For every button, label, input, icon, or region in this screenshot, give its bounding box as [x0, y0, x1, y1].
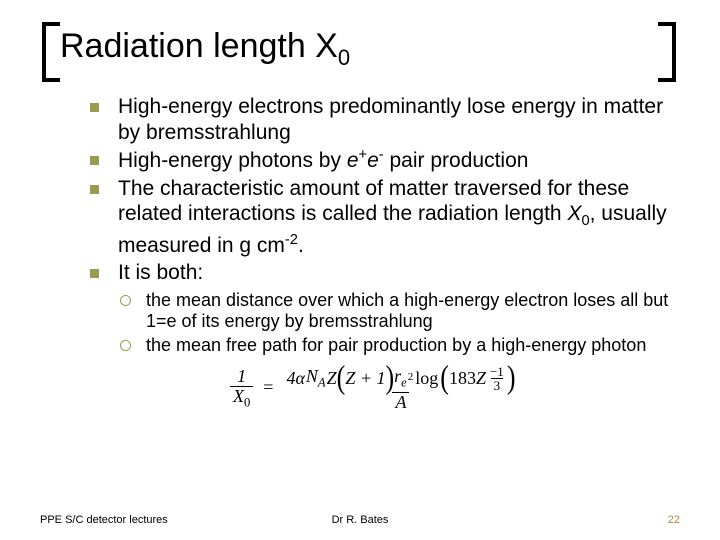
formula-lhs-den: X0	[230, 386, 253, 410]
bullet-item: The characteristic amount of matter trav…	[90, 176, 680, 258]
formula-re-exp: 2	[408, 372, 414, 384]
formula-lhs-fraction: 1 X0	[230, 367, 253, 410]
formula-lhs-num: 1	[234, 367, 249, 386]
formula-z-exp: −1 3	[487, 365, 507, 392]
paren-open-icon: (	[440, 363, 449, 392]
formula-rhs-fraction: 4α NA Z ( Z + 1 ) re 2 log ( 183 Z −1 3	[283, 365, 518, 412]
formula-183: 183	[449, 369, 476, 388]
page-title: Radiation length X0	[60, 28, 680, 70]
sub-bullet-item: the mean distance over which a high-ener…	[120, 290, 680, 333]
formula-exp-num: −1	[487, 365, 507, 378]
formula-re: re	[394, 367, 407, 390]
sub-bullet-item: the mean free path for pair production b…	[120, 335, 680, 357]
footer-center: Dr R. Bates	[332, 514, 389, 526]
formula-na: NA	[306, 367, 326, 390]
paren-close-icon: )	[507, 363, 516, 392]
formula-rhs-num: 4α NA Z ( Z + 1 ) re 2 log ( 183 Z −1 3	[283, 365, 518, 392]
footer-left: PPE S/C detector lectures	[40, 514, 168, 526]
formula-z2: Z	[476, 369, 486, 388]
bracket-left-icon	[42, 22, 60, 82]
formula: 1 X0 = 4α NA Z ( Z + 1 ) re 2 log ( 183 …	[230, 365, 680, 412]
main-bullet-list: High-energy electrons predominantly lose…	[90, 94, 680, 286]
bullet-item: High-energy electrons predominantly lose…	[90, 94, 680, 145]
bullet-item: High-energy photons by e+e- pair product…	[90, 147, 680, 174]
bracket-right-icon	[658, 22, 676, 82]
title-area: Radiation length X0	[60, 28, 680, 70]
equals-sign: =	[263, 377, 273, 398]
formula-rhs-den: A	[392, 392, 409, 412]
footer: PPE S/C detector lectures Dr R. Bates 22	[40, 514, 680, 526]
formula-4alpha: 4α	[286, 369, 304, 388]
bullet-item: It is both:	[90, 260, 680, 286]
paren-open-icon: (	[337, 363, 346, 392]
formula-log: log	[415, 369, 438, 388]
page-number: 22	[668, 514, 680, 526]
formula-exp-frac: −1 3	[487, 365, 507, 392]
formula-exp-den: 3	[491, 378, 504, 392]
slide: Radiation length X0 High-energy electron…	[0, 0, 720, 540]
sub-bullet-list: the mean distance over which a high-ener…	[120, 290, 680, 357]
paren-close-icon: )	[385, 363, 394, 392]
formula-zplus1: Z + 1	[345, 369, 385, 388]
formula-z: Z	[327, 369, 337, 388]
